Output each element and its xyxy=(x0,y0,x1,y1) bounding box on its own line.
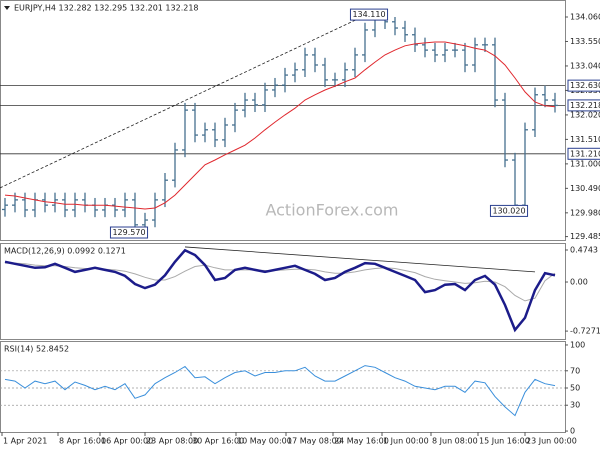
label-box xyxy=(349,8,389,21)
y-tick-label: 0.00 xyxy=(570,278,588,287)
indicator-line xyxy=(4,365,556,417)
y-tick-label: 133.040 xyxy=(570,61,600,70)
y-tick-label: 30 xyxy=(570,401,580,410)
y-tick-label: 0.4743 xyxy=(570,245,598,254)
y-tick-label: 50 xyxy=(570,384,580,393)
y-tick-label: 0 xyxy=(570,427,575,436)
y-tick-label: -0.7271 xyxy=(570,327,600,336)
x-tick-label: 23 Apr 08:00 xyxy=(146,437,198,446)
x-tick-label: 16 Apr 00:00 xyxy=(101,437,153,446)
label-box xyxy=(567,99,600,112)
x-tick-label: 8 Apr 16:00 xyxy=(59,437,106,446)
x-tick-label: 17 May 08:00 xyxy=(287,437,342,446)
y-tick-label: 129.485 xyxy=(570,232,600,241)
trendline xyxy=(184,246,536,273)
macd-panel xyxy=(0,243,566,340)
level-label: 132.630 xyxy=(570,81,600,90)
price-panel xyxy=(0,0,566,241)
y-tick-label: 133.550 xyxy=(570,37,600,46)
price-annotation: 129.570 xyxy=(112,228,145,237)
x-tick-label: 8 Jun 08:00 xyxy=(432,437,478,446)
label-box xyxy=(489,204,529,217)
panel-title: RSI(14) 52.8452 xyxy=(4,345,69,354)
y-tick-label: 131.510 xyxy=(570,135,600,144)
panel-title: MACD(12,26,9) 0.0992 0.1271 xyxy=(4,247,126,256)
watermark: ActionForex.com xyxy=(265,201,398,220)
y-tick-label: 70 xyxy=(570,366,580,375)
indicator-line xyxy=(4,41,556,210)
level-label: 132.218 xyxy=(570,101,600,110)
y-tick-label: 100 xyxy=(570,340,585,349)
symbol-marker xyxy=(4,6,10,10)
x-tick-label: 15 Jun 16:00 xyxy=(479,437,530,446)
label-box xyxy=(109,226,149,239)
x-tick-label: 23 Jun 00:00 xyxy=(526,437,577,446)
level-label: 131.210 xyxy=(570,149,600,158)
panel-title: EURJPY,H4 132.282 132.295 132.201 132.21… xyxy=(14,4,199,13)
x-tick-label: 10 May 00:00 xyxy=(237,437,292,446)
label-box xyxy=(567,147,600,160)
x-tick-label: 1 Apr 2021 xyxy=(3,437,47,446)
x-tick-label: 30 Apr 16:00 xyxy=(192,437,244,446)
trendline xyxy=(0,14,368,189)
y-tick-label: 129.980 xyxy=(570,208,600,217)
y-tick-label: 134.060 xyxy=(570,12,600,21)
rsi-panel xyxy=(0,341,566,433)
x-tick-label: 1 Jun 00:00 xyxy=(383,437,429,446)
y-tick-label: 130.490 xyxy=(570,184,600,193)
y-tick-label: 131.000 xyxy=(570,159,600,168)
price-annotation: 130.020 xyxy=(492,206,525,215)
label-box xyxy=(567,79,600,92)
x-tick-label: 24 May 16:00 xyxy=(334,437,389,446)
indicator-line xyxy=(4,248,556,333)
price-annotation: 134.110 xyxy=(352,10,385,19)
y-tick-label: 132.020 xyxy=(570,110,600,119)
